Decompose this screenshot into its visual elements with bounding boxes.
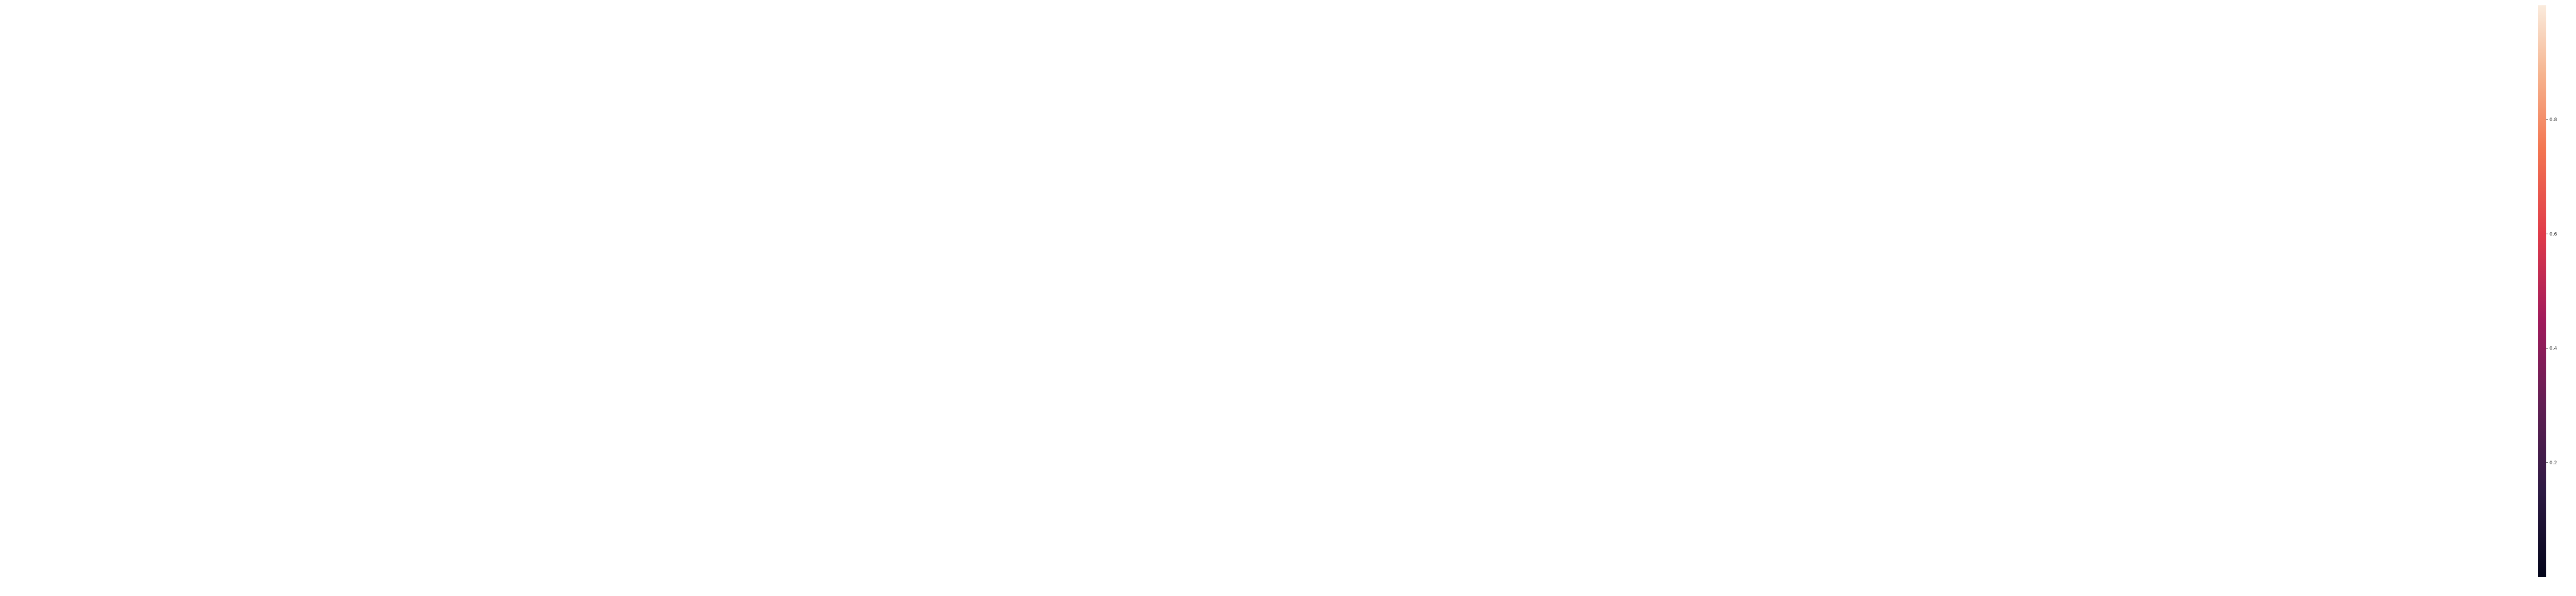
colorbar-tick-label: 0.8	[2549, 117, 2557, 123]
colorbar: 0.2 0.4 0.6 0.8	[2538, 5, 2557, 577]
colorbar-tick-label: 0.2	[2549, 461, 2557, 466]
colorbar-gradient	[2538, 5, 2546, 577]
colorbar-tick-label: 0.6	[2549, 232, 2557, 237]
colorbar-tick-label: 0.4	[2549, 346, 2557, 352]
colorbar-ticks: 0.2 0.4 0.6 0.8	[2546, 117, 2557, 466]
